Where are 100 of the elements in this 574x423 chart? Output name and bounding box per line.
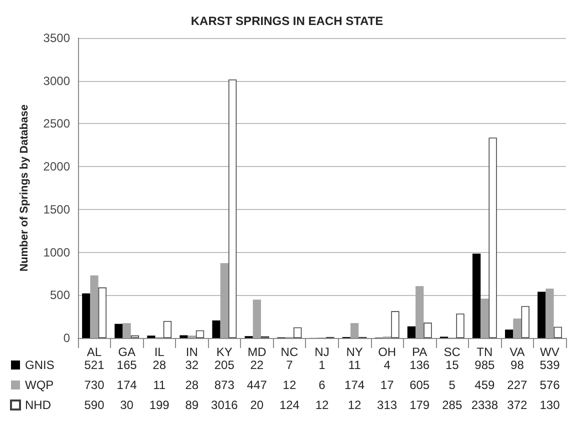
data-label: 32 — [185, 358, 199, 372]
data-label: 539 — [540, 358, 560, 372]
x-tick-label: GA — [118, 345, 136, 359]
x-tick-label: MD — [248, 345, 267, 359]
data-label: 11 — [348, 358, 362, 372]
x-tick-label: WV — [540, 345, 560, 359]
data-label: 124 — [279, 398, 300, 412]
data-label: 20 — [250, 398, 264, 412]
bar — [513, 318, 522, 338]
data-label: 136 — [410, 358, 430, 372]
bar — [90, 275, 98, 338]
bar — [488, 138, 497, 338]
data-label: 174 — [344, 378, 365, 392]
y-axis-title: Number of Springs by Database — [18, 104, 30, 272]
y-tick-label: 500 — [50, 288, 70, 302]
data-label: 165 — [116, 358, 138, 372]
legend-label: GNIS — [25, 358, 54, 372]
x-tick-label: PA — [412, 345, 428, 359]
data-label: 576 — [540, 378, 560, 392]
x-tick-label: NJ — [314, 345, 330, 359]
bar — [416, 286, 424, 338]
data-label: 6 — [318, 378, 326, 392]
data-label: 372 — [507, 398, 528, 412]
data-label: 590 — [84, 398, 105, 412]
data-label: 227 — [507, 378, 528, 392]
data-label: 28 — [185, 378, 199, 392]
bar — [196, 330, 204, 338]
bar — [350, 323, 359, 338]
bar — [228, 79, 237, 338]
data-label: 30 — [120, 398, 134, 412]
legend-label: NHD — [25, 398, 52, 412]
data-label: 22 — [250, 358, 264, 372]
data-label: 521 — [84, 358, 105, 372]
bar — [294, 327, 302, 338]
bar — [212, 320, 220, 338]
data-label: 12 — [348, 398, 362, 412]
x-tick-label: OH — [378, 345, 396, 359]
bar — [180, 335, 188, 338]
x-tick-label: NY — [346, 345, 363, 359]
x-tick-label: VA — [510, 345, 525, 359]
bar — [163, 320, 172, 338]
data-label: 605 — [410, 378, 430, 392]
data-label: 89 — [185, 398, 199, 412]
data-label: 7 — [286, 358, 294, 372]
data-label: 873 — [214, 378, 235, 392]
bar — [505, 330, 514, 338]
bar — [546, 288, 554, 338]
y-tick-label: 3000 — [43, 74, 70, 88]
x-tick-label: IN — [186, 345, 198, 359]
data-label: 12 — [315, 398, 329, 412]
data-label: 15 — [445, 358, 460, 372]
y-tick-label: 1000 — [43, 245, 70, 260]
data-label: 12 — [282, 378, 296, 392]
y-tick-label: 2500 — [43, 116, 70, 131]
x-tick-label: NC — [280, 345, 298, 359]
data-label: 205 — [214, 358, 235, 372]
y-tick-label: 2000 — [43, 160, 70, 174]
data-label: 17 — [380, 378, 394, 392]
bar — [407, 326, 416, 338]
bar — [538, 292, 546, 338]
data-label: 459 — [474, 378, 495, 392]
data-label: 985 — [474, 358, 495, 372]
y-tick-label: 0 — [63, 331, 70, 345]
bar — [456, 314, 464, 338]
y-tick-label: 1500 — [43, 202, 70, 216]
bar — [480, 298, 489, 338]
bar — [521, 306, 530, 338]
data-label: 98 — [510, 358, 524, 372]
data-label: 199 — [149, 398, 170, 412]
data-label: 11 — [153, 378, 166, 392]
data-label: 447 — [246, 378, 268, 392]
bar — [82, 293, 90, 338]
bar — [220, 263, 228, 338]
data-label: 730 — [84, 378, 105, 392]
data-label: 179 — [410, 398, 430, 412]
chart-title: KARST SPRINGS IN EACH STATE — [190, 14, 384, 28]
bar — [391, 311, 400, 338]
data-label: 2338 — [471, 398, 498, 412]
bar — [114, 324, 123, 338]
data-label: 1 — [318, 358, 326, 372]
data-label: 130 — [540, 398, 560, 412]
data-label: 28 — [152, 358, 166, 372]
x-tick-label: KY — [216, 345, 232, 359]
x-tick-label: AL — [86, 345, 102, 359]
data-label: 285 — [442, 398, 462, 412]
data-label: 5 — [448, 378, 456, 392]
x-tick-label: IL — [154, 345, 165, 359]
y-tick-label: 3500 — [43, 31, 70, 45]
bar — [424, 322, 432, 338]
data-label: 3016 — [211, 398, 238, 412]
bar — [98, 287, 106, 338]
data-label: 313 — [377, 398, 398, 412]
x-tick-label: TN — [476, 345, 493, 359]
x-tick-label: SC — [444, 345, 461, 359]
bar — [252, 300, 261, 338]
data-label: 4 — [384, 358, 391, 372]
data-label: 174 — [116, 378, 138, 392]
bar — [122, 323, 131, 338]
bar — [554, 326, 562, 338]
bar — [472, 254, 481, 338]
